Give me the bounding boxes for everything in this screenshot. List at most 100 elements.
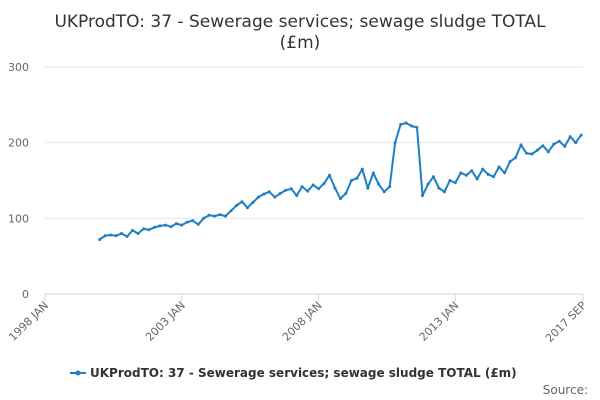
data-point[interactable] (563, 144, 567, 148)
data-point[interactable] (503, 171, 507, 175)
data-point[interactable] (377, 182, 381, 186)
data-point[interactable] (317, 187, 321, 191)
data-point[interactable] (508, 160, 512, 164)
data-point[interactable] (229, 209, 233, 213)
data-point[interactable] (147, 228, 151, 232)
data-point[interactable] (224, 214, 227, 218)
data-point[interactable] (344, 191, 348, 195)
data-point[interactable] (546, 150, 550, 154)
data-point[interactable] (399, 123, 403, 126)
source-credit[interactable]: Source: (543, 383, 588, 397)
data-point[interactable] (180, 223, 184, 227)
series-line[interactable] (98, 122, 583, 241)
data-point[interactable] (267, 190, 271, 194)
data-point[interactable] (235, 204, 238, 207)
data-point[interactable] (579, 133, 583, 137)
data-point[interactable] (464, 173, 468, 177)
data-point[interactable] (218, 213, 222, 217)
data-point[interactable] (103, 234, 107, 238)
data-point[interactable] (349, 179, 353, 182)
data-point[interactable] (382, 190, 386, 194)
data-point[interactable] (475, 177, 479, 181)
legend-label[interactable]: UKProdTO: 37 - Sewerage services; sewage… (90, 366, 517, 380)
data-point[interactable] (125, 235, 129, 238)
data-point[interactable] (497, 165, 501, 169)
legend[interactable]: UKProdTO: 37 - Sewerage services; sewage… (70, 366, 517, 380)
data-point[interactable] (421, 194, 424, 198)
gridlines (45, 66, 583, 219)
data-point[interactable] (311, 183, 315, 187)
data-point[interactable] (453, 181, 457, 185)
data-point[interactable] (109, 233, 113, 237)
data-point[interactable] (158, 224, 162, 228)
data-point[interactable] (486, 172, 490, 176)
data-point[interactable] (514, 156, 517, 160)
data-point[interactable] (169, 225, 173, 229)
data-point[interactable] (120, 232, 124, 235)
data-point[interactable] (322, 182, 326, 185)
data-point[interactable] (136, 232, 140, 235)
data-point[interactable] (574, 141, 578, 145)
data-point[interactable] (256, 195, 260, 199)
data-point[interactable] (470, 169, 474, 173)
data-point[interactable] (251, 200, 255, 204)
y-tick-label: 200 (8, 137, 29, 150)
data-point[interactable] (300, 185, 304, 189)
data-point[interactable] (442, 190, 446, 194)
data-point[interactable] (525, 151, 528, 155)
data-point[interactable] (289, 187, 293, 191)
data-point[interactable] (552, 142, 556, 146)
data-point[interactable] (213, 214, 217, 218)
data-point[interactable] (437, 186, 441, 190)
data-point[interactable] (131, 228, 134, 232)
x-tick-label: 2017 SEP (543, 299, 589, 345)
data-point[interactable] (426, 182, 430, 186)
data-point[interactable] (519, 143, 523, 147)
data-point[interactable] (174, 222, 178, 226)
data-point[interactable] (568, 135, 572, 139)
data-point[interactable] (152, 225, 156, 229)
data-point[interactable] (481, 167, 485, 171)
data-point[interactable] (240, 200, 244, 204)
data-point[interactable] (355, 176, 359, 180)
data-point[interactable] (541, 144, 545, 148)
data-point[interactable] (273, 195, 277, 199)
data-point[interactable] (191, 219, 195, 223)
data-point[interactable] (295, 194, 299, 198)
data-point[interactable] (114, 234, 118, 238)
data-point[interactable] (492, 175, 496, 179)
data-point[interactable] (278, 191, 282, 195)
data-point[interactable] (366, 186, 370, 190)
data-point[interactable] (262, 192, 266, 196)
data-point[interactable] (530, 152, 534, 156)
data-point[interactable] (284, 188, 288, 192)
data-point[interactable] (360, 167, 364, 171)
data-point[interactable] (306, 189, 310, 193)
data-point[interactable] (448, 179, 452, 182)
data-point[interactable] (459, 171, 463, 175)
data-point[interactable] (404, 121, 408, 125)
x-tick-label: 1998 JAN (6, 299, 51, 344)
data-point[interactable] (245, 206, 249, 210)
data-point[interactable] (388, 185, 392, 189)
data-point[interactable] (535, 148, 539, 152)
data-point[interactable] (196, 222, 200, 226)
data-point[interactable] (207, 213, 211, 217)
data-point[interactable] (338, 197, 342, 201)
chart-title-line-1: UKProdTO: 37 - Sewerage services; sewage… (54, 12, 546, 32)
y-tick-label: 0 (22, 288, 29, 301)
data-point[interactable] (98, 238, 102, 241)
data-point[interactable] (371, 171, 375, 175)
data-point[interactable] (328, 173, 331, 177)
data-point[interactable] (557, 139, 561, 143)
data-point[interactable] (333, 186, 337, 190)
data-point[interactable] (142, 227, 145, 231)
data-point[interactable] (185, 220, 189, 224)
data-point[interactable] (415, 126, 419, 129)
data-point[interactable] (410, 124, 414, 128)
data-point[interactable] (202, 216, 206, 220)
data-point[interactable] (393, 141, 397, 145)
data-point[interactable] (163, 223, 167, 227)
data-point[interactable] (431, 175, 435, 179)
